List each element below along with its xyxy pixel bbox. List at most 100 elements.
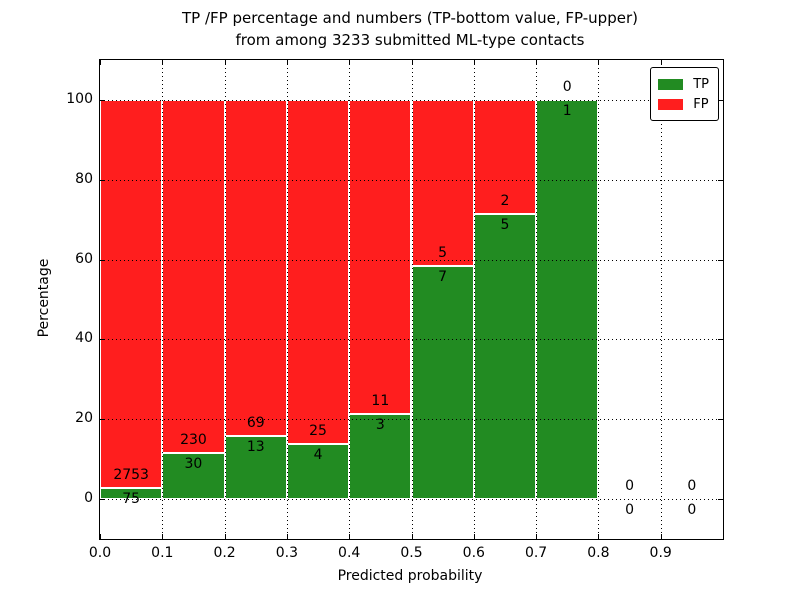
x-tick-mark-top (349, 60, 351, 65)
y-tick-label: 0 (84, 490, 93, 507)
x-tick-mark-top (286, 60, 288, 65)
bar-count-label-fp: 11 (371, 392, 390, 409)
bar-count-label-fp: 0 (687, 478, 697, 495)
chart-title-line-1: TP /FP percentage and numbers (TP-bottom… (182, 9, 638, 27)
bar-segment-tp (224, 435, 287, 500)
y-tick-mark (100, 99, 105, 101)
x-tick-label: 0.1 (151, 545, 174, 561)
grid-line-vertical (598, 60, 600, 539)
plot-area: 2753 75 230 30 69 13 25 4 11 3 5 7 2 5 0 1 0 0 0 0 0.0 0.1 0.2… (66, 59, 724, 561)
x-tick-mark-top (162, 60, 164, 65)
legend-label-fp: FP (693, 96, 709, 112)
y-tick-mark-right (718, 419, 723, 421)
x-tick-mark-top (473, 60, 475, 65)
x-tick-mark (660, 534, 662, 539)
grid-line-vertical (473, 60, 475, 539)
bar-segment-fp (100, 99, 163, 489)
bar-count-label-fp: 2 (500, 192, 510, 209)
x-tick-mark (598, 534, 600, 539)
grid-line-horizontal (100, 259, 723, 261)
y-tick-label: 100 (66, 90, 93, 107)
chart-title-line-2: from among 3233 submitted ML-type contac… (235, 31, 585, 49)
grid-line-vertical (349, 60, 351, 539)
x-tick-label: 0.5 (400, 545, 423, 561)
grid-line-vertical (536, 60, 538, 539)
bar-segment-tp (411, 266, 474, 500)
x-tick-mark-top (536, 60, 538, 65)
grid-line-horizontal (100, 99, 723, 101)
bar-segment-tp (349, 413, 412, 500)
bar-count-label-fp: 25 (309, 423, 327, 440)
legend-label-tp: TP (693, 76, 709, 92)
x-tick-mark (224, 534, 226, 539)
legend-item-tp: TP (658, 74, 709, 94)
y-tick-mark-right (718, 99, 723, 101)
bar-segment-tp (162, 453, 225, 500)
x-tick-label: 0.3 (275, 545, 299, 561)
bar-segment-tp (473, 213, 537, 500)
bar-count-label-tp: 13 (246, 438, 265, 455)
y-tick-mark-right (718, 259, 723, 261)
x-tick-mark (536, 534, 538, 539)
legend: TP FP (650, 67, 719, 121)
bar-count-label-tp: 0 (625, 502, 634, 519)
y-tick-mark (100, 259, 105, 261)
bar-count-label-tp: 7 (438, 269, 448, 286)
x-tick-label: 0.2 (213, 545, 236, 561)
grid-line-vertical (660, 60, 662, 539)
x-tick-mark-top (660, 60, 662, 65)
y-tick-label: 40 (75, 330, 93, 347)
x-tick-label: 0.6 (462, 545, 485, 561)
bar-count-label-fp: 0 (562, 78, 572, 95)
grid-line-horizontal (100, 419, 723, 421)
y-tick-label: 60 (75, 250, 93, 267)
grid-line-horizontal (100, 499, 723, 501)
bar-count-label-tp: 1 (562, 102, 572, 119)
bar-segment-fp (411, 99, 474, 267)
x-tick-label: 0.4 (338, 545, 361, 561)
bar-segment-fp (224, 99, 287, 436)
y-tick-mark-right (718, 339, 723, 341)
bar-count-label-tp: 4 (313, 447, 323, 464)
bar-segment-fp (286, 99, 350, 444)
tp-color-swatch-icon (658, 78, 684, 90)
y-tick-mark-right (718, 499, 723, 501)
fp-color-swatch-icon (658, 98, 684, 110)
grid-line-vertical (411, 60, 413, 539)
bar-count-label-fp: 5 (438, 245, 448, 262)
bar-count-label-fp: 2753 (113, 467, 149, 484)
bar-count-label-tp: 30 (184, 456, 203, 473)
grid-line-horizontal (100, 339, 723, 341)
bar-segment-tp (100, 488, 163, 500)
bar-count-label-tp: 3 (375, 416, 385, 433)
y-axis-label: Percentage (36, 258, 52, 338)
bar-count-label-fp: 0 (625, 478, 634, 495)
grid-line-vertical (224, 60, 226, 539)
x-tick-label: 0.8 (587, 545, 610, 561)
bar-count-label-fp: 230 (180, 432, 207, 449)
x-tick-mark (162, 534, 164, 539)
y-tick-mark (100, 179, 105, 181)
x-tick-mark (286, 534, 288, 539)
y-tick-label: 80 (75, 170, 93, 187)
x-axis-label: Predicted probability (337, 568, 483, 584)
x-tick-mark (411, 534, 413, 539)
y-tick-mark (100, 419, 105, 421)
y-tick-mark (100, 499, 105, 501)
y-tick-label: 20 (75, 410, 93, 427)
bar-segment-tp (536, 99, 599, 500)
x-tick-mark-top (411, 60, 413, 65)
x-tick-mark-top (598, 60, 600, 65)
bar-segment-fp (473, 99, 537, 214)
x-tick-mark (473, 534, 475, 539)
y-tick-mark-right (718, 179, 723, 181)
x-tick-mark-top (224, 60, 226, 65)
grid-line-vertical (162, 60, 164, 539)
x-tick-label: 0.9 (649, 545, 672, 561)
x-tick-mark-top (100, 60, 101, 65)
x-tick-mark (349, 534, 351, 539)
bar-count-label-tp: 0 (687, 502, 697, 519)
legend-item-fp: FP (658, 94, 709, 114)
bar-count-label-fp: 69 (246, 414, 265, 431)
x-tick-mark (100, 534, 101, 539)
